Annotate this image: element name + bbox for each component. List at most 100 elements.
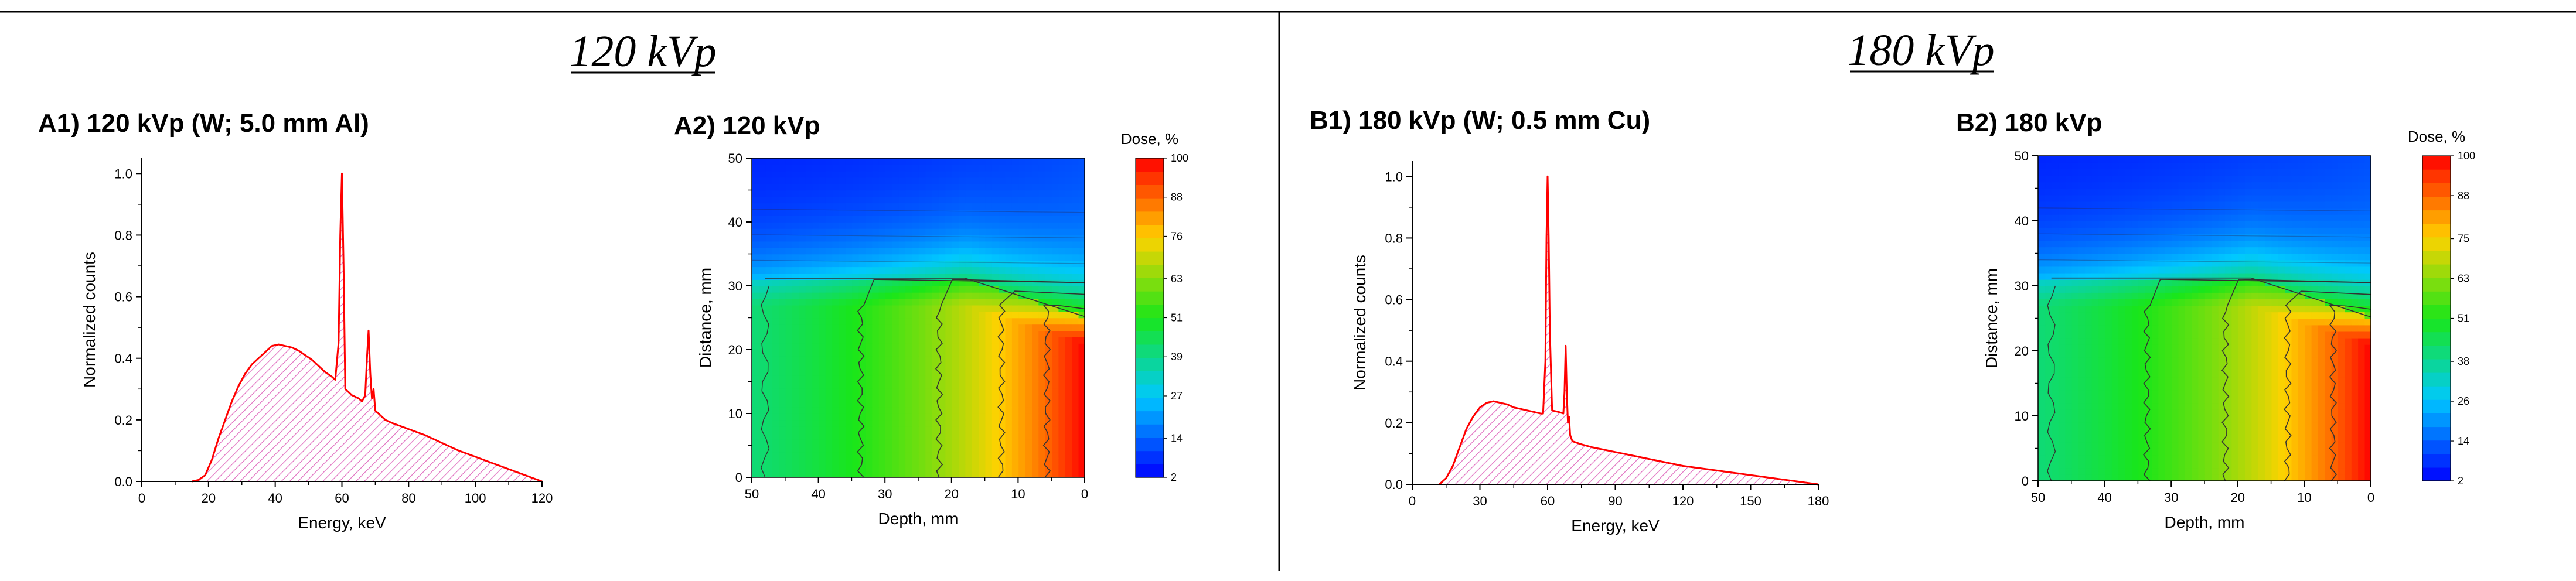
heatmap-cell <box>971 254 979 261</box>
heatmap-cell <box>772 292 779 299</box>
heatmap-cell <box>2164 182 2172 189</box>
heatmap-cell <box>1018 445 1025 453</box>
heatmap-cell <box>2338 344 2345 351</box>
heatmap-cell <box>805 260 813 268</box>
heatmap-cell <box>918 426 926 433</box>
heatmap-cell <box>951 228 959 235</box>
heatmap-cell <box>832 419 839 427</box>
heatmap-cell <box>2251 435 2258 443</box>
heatmap-cell <box>2244 364 2252 371</box>
heatmap-cell <box>991 286 999 293</box>
heatmap-cell <box>2131 188 2139 196</box>
heatmap-cell <box>1004 394 1012 401</box>
heatmap-cell <box>2278 474 2285 481</box>
heatmap-cell <box>1064 362 1072 370</box>
heatmap-cell <box>2231 416 2238 423</box>
heatmap-cell <box>1038 401 1045 408</box>
heatmap-cell <box>772 381 779 389</box>
heatmap-cell <box>765 247 772 255</box>
heatmap-cell <box>2171 377 2179 384</box>
heatmap-cell <box>2224 370 2232 378</box>
heatmap-cell <box>758 413 766 421</box>
heatmap-cell <box>958 298 966 306</box>
heatmap-cell <box>2304 402 2312 410</box>
heatmap-cell <box>2264 357 2272 364</box>
heatmap-cell <box>1024 273 1032 280</box>
heatmap-cell <box>2118 337 2125 345</box>
heatmap-cell <box>878 445 885 453</box>
heatmap-cell <box>905 234 912 242</box>
heatmap-cell <box>2124 337 2132 345</box>
heatmap-cell <box>2257 175 2265 183</box>
heatmap-cell <box>858 298 866 306</box>
heatmap-cell <box>2104 429 2112 436</box>
heatmap-cell <box>838 196 846 204</box>
y-tick-label: 0.2 <box>114 413 132 428</box>
heatmap-cell <box>2338 266 2345 274</box>
heatmap-cell <box>2291 448 2298 456</box>
heatmap-cell <box>911 471 919 477</box>
heatmap-cell <box>2304 240 2312 248</box>
heatmap-cell <box>945 452 952 459</box>
heatmap-cell <box>931 260 939 268</box>
heatmap-cell <box>911 368 919 376</box>
heatmap-cell <box>2197 234 2205 241</box>
heatmap-cell <box>798 286 806 293</box>
heatmap-cell <box>2098 331 2105 339</box>
heatmap-cell <box>805 292 813 299</box>
heatmap-cell <box>2071 474 2078 481</box>
heatmap-cell <box>2338 435 2345 443</box>
heatmap-cell <box>825 432 833 440</box>
heatmap-cell <box>792 241 799 248</box>
heatmap-cell <box>2104 305 2112 313</box>
heatmap-cell <box>1044 401 1052 408</box>
heatmap-cell <box>832 330 839 337</box>
spectrum-point <box>1592 447 1593 448</box>
heatmap-cell <box>2144 324 2152 332</box>
heatmap-cell <box>891 170 899 178</box>
heatmap-cell <box>858 203 866 210</box>
heatmap-cell <box>865 394 873 401</box>
heatmap-cell <box>891 209 899 216</box>
heatmap-cell <box>2151 201 2159 209</box>
heatmap-cell <box>958 343 966 350</box>
heatmap-cell <box>2344 337 2352 345</box>
heatmap-cell <box>2164 272 2172 280</box>
heatmap-cell <box>851 196 859 204</box>
heatmap-cell <box>2151 383 2159 391</box>
heatmap-cell <box>2091 474 2099 481</box>
heatmap-cell <box>2178 253 2185 261</box>
heatmap-cell <box>984 305 992 312</box>
heatmap-cell <box>2231 331 2238 339</box>
heatmap-cell <box>2304 357 2312 364</box>
heatmap-cell <box>911 381 919 389</box>
colorbar-band <box>1136 158 1164 172</box>
heatmap-cell <box>978 445 986 453</box>
heatmap-cell <box>2311 259 2318 267</box>
spectrum-point <box>408 428 410 430</box>
heatmap-cell <box>2131 292 2139 299</box>
heatmap-cell <box>2350 351 2359 358</box>
heatmap-cell <box>805 216 813 223</box>
heatmap-cell <box>2078 253 2086 261</box>
heatmap-cell <box>891 350 899 357</box>
heatmap-cell <box>891 286 899 293</box>
heatmap-cell <box>971 286 979 293</box>
heatmap-cell <box>865 375 873 382</box>
heatmap-cell <box>865 330 873 337</box>
heatmap-cell <box>905 432 912 440</box>
heatmap-cell <box>792 426 799 433</box>
heatmap-cell <box>2344 364 2352 371</box>
heatmap-cell <box>2350 207 2359 215</box>
heatmap-cell <box>765 362 772 370</box>
heatmap-cell <box>971 209 979 216</box>
heatmap-cell <box>1051 464 1059 471</box>
heatmap-cell <box>2304 474 2312 481</box>
heatmap-cell <box>1024 279 1032 286</box>
heatmap-cell <box>858 190 866 197</box>
heatmap-cell <box>2344 383 2352 391</box>
heatmap-cell <box>971 190 979 197</box>
heatmap-cell <box>991 311 999 319</box>
heatmap-cell <box>2357 156 2365 163</box>
heatmap-cell <box>984 330 992 337</box>
